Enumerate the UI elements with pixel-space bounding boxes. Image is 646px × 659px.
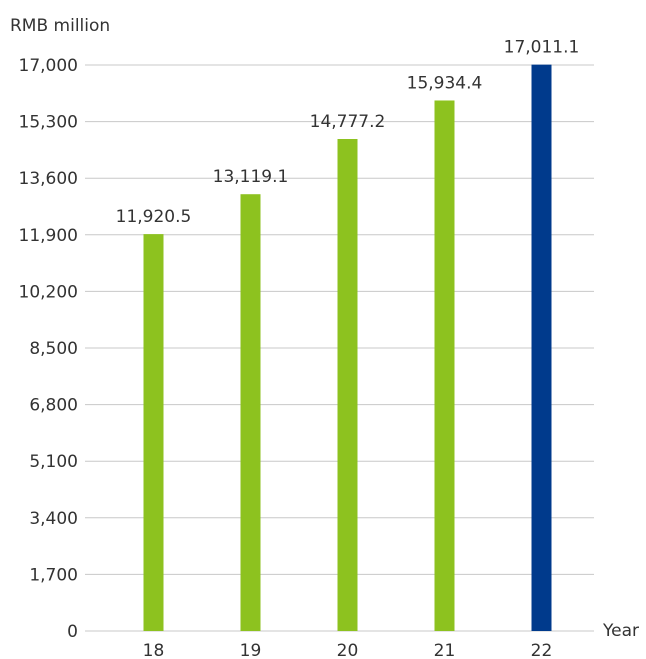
data-label-22: 17,011.1: [504, 38, 580, 58]
x-axis-label: Year: [602, 621, 639, 641]
y-tick-label: 13,600: [19, 169, 78, 189]
y-axis-ticks: 0 1,700 3,400 5,100 6,800 8,500 10,200 11,900 13…: [19, 56, 78, 642]
data-label-20: 14,777.2: [310, 112, 386, 132]
x-tick-label: 18: [143, 641, 165, 659]
y-tick-label: 3,400: [29, 509, 78, 529]
y-tick-label: 8,500: [29, 339, 78, 359]
x-axis-ticks: 18 19 20 21 22: [143, 641, 553, 659]
data-label-18: 11,920.5: [116, 207, 192, 227]
data-labels: 11,920.5 13,119.1 14,777.2 15,934.4 17,011.1: [116, 38, 580, 227]
y-tick-label: 5,100: [29, 452, 78, 472]
bar-18: [143, 234, 164, 631]
data-label-19: 13,119.1: [213, 167, 289, 187]
y-tick-label: 6,800: [29, 396, 78, 416]
x-tick-label: 22: [531, 641, 553, 659]
bars: [143, 64, 552, 632]
bar-21: [434, 100, 455, 631]
bar-22: [531, 64, 552, 631]
y-tick-label: 17,000: [19, 56, 78, 76]
x-tick-label: 21: [434, 641, 456, 659]
bar-19: [240, 194, 261, 632]
x-tick-label: 20: [337, 641, 359, 659]
y-tick-label: 11,900: [19, 226, 78, 246]
y-tick-label: 10,200: [19, 282, 78, 302]
bar-20: [337, 139, 358, 631]
data-label-21: 15,934.4: [407, 73, 483, 93]
y-tick-label: 1,700: [29, 565, 78, 585]
x-tick-label: 19: [240, 641, 262, 659]
y-tick-label: 0: [67, 622, 78, 642]
y-tick-label: 15,300: [19, 113, 78, 133]
y-axis-label: RMB million: [10, 16, 110, 36]
